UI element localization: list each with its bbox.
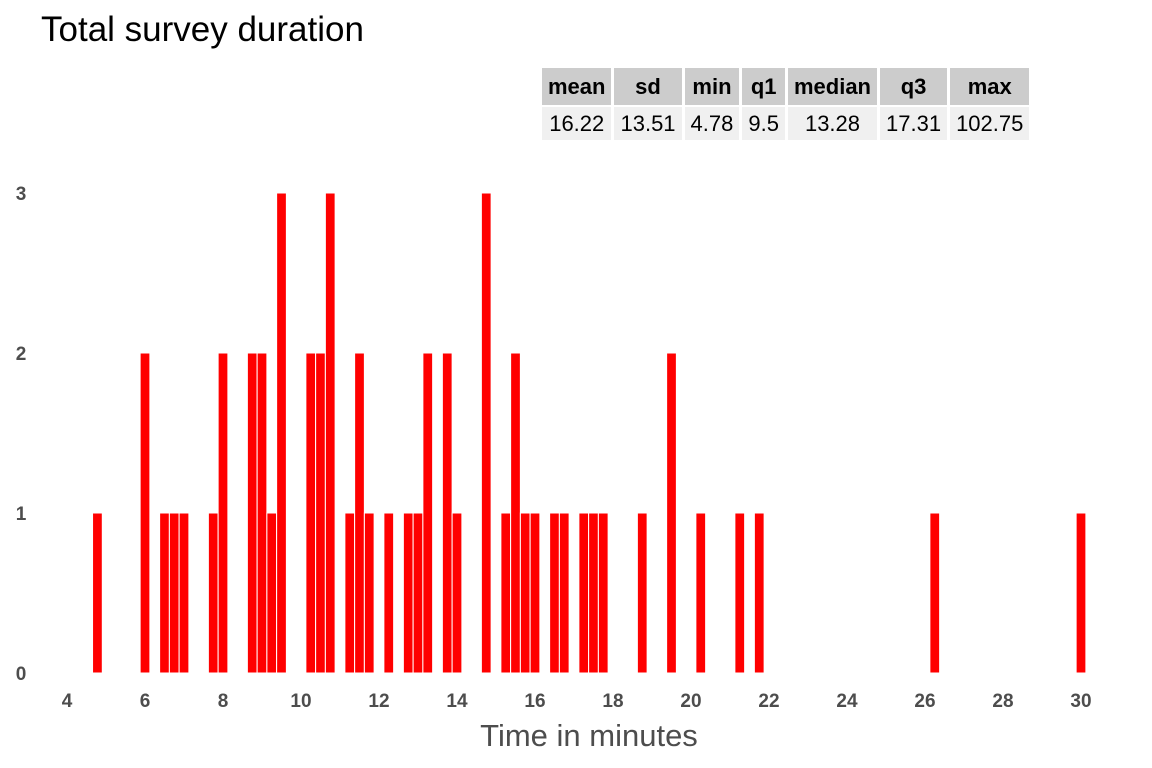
x-axis-title: Time in minutes <box>480 718 698 753</box>
bar-18 <box>402 512 414 674</box>
bar-33 <box>636 512 648 674</box>
bar-8 <box>256 352 268 674</box>
bar-7 <box>246 352 258 674</box>
stats-header-median: median <box>787 68 877 105</box>
bar-15 <box>354 352 365 674</box>
stats-value-max: 102.75 <box>950 105 1030 140</box>
x-tick-label: 24 <box>836 691 858 712</box>
bar-13 <box>324 192 336 674</box>
stats-value-row: 16.22 13.51 4.78 9.5 13.28 17.31 102.75 <box>542 105 1030 140</box>
bar-27 <box>529 512 541 674</box>
stats-header-q3: q3 <box>880 68 948 105</box>
bar-11 <box>305 352 317 674</box>
chart-title: Total survey duration <box>41 10 364 49</box>
bar-23 <box>480 192 492 674</box>
stats-header-q1: q1 <box>742 68 785 105</box>
bar-36 <box>734 512 746 674</box>
bars-group <box>92 192 1087 674</box>
bar-38 <box>929 512 941 674</box>
bar-28 <box>549 512 560 674</box>
x-tick-label: 6 <box>140 691 151 712</box>
x-tick-label: 16 <box>524 691 545 712</box>
bar-24 <box>500 512 512 674</box>
bar-34 <box>666 352 677 674</box>
bar-32 <box>597 512 609 674</box>
bar-9 <box>266 512 278 674</box>
bar-20 <box>422 352 434 674</box>
bar-6 <box>217 352 229 674</box>
bar-39 <box>1075 512 1087 674</box>
stats-value-min: 4.78 <box>684 105 740 140</box>
bar-31 <box>588 512 599 674</box>
x-tick-label: 10 <box>290 691 311 712</box>
x-tick-label: 28 <box>992 691 1013 712</box>
x-tick-label: 30 <box>1070 691 1091 712</box>
stats-header-mean: mean <box>542 68 612 105</box>
bar-3 <box>168 512 180 674</box>
bar-29 <box>558 512 570 674</box>
bar-14 <box>344 512 356 674</box>
bar-5 <box>207 512 219 674</box>
stats-value-q1: 9.5 <box>742 105 785 140</box>
bar-12 <box>315 352 326 674</box>
bar-30 <box>578 512 590 674</box>
y-tick-label: 1 <box>16 504 27 525</box>
x-tick-label: 20 <box>680 691 701 712</box>
x-axis-ticks: 4 6 8 10 12 14 16 18 20 22 24 26 28 30 <box>62 691 1092 712</box>
y-tick-label: 0 <box>16 664 27 685</box>
stats-value-median: 13.28 <box>787 105 877 140</box>
y-axis-ticks: 0 1 2 3 <box>16 184 27 685</box>
bar-22 <box>451 512 463 674</box>
x-tick-label: 18 <box>602 691 623 712</box>
y-tick-label: 2 <box>16 344 27 365</box>
bar-1 <box>139 352 151 674</box>
x-tick-label: 8 <box>218 691 229 712</box>
stats-value-q3: 17.31 <box>880 105 948 140</box>
bar-26 <box>519 512 531 674</box>
bar-4 <box>178 512 190 674</box>
stats-header-min: min <box>684 68 740 105</box>
bar-16 <box>363 512 375 674</box>
x-tick-label: 26 <box>914 691 935 712</box>
summary-stats-table: mean sd min q1 median q3 max 16.22 13.51 4.78 9.5… <box>539 68 1032 140</box>
stats-header-sd: sd <box>614 68 682 105</box>
bar-21 <box>441 352 453 674</box>
stats-value-mean: 16.22 <box>542 105 612 140</box>
stats-header-row: mean sd min q1 median q3 max <box>542 68 1030 105</box>
x-tick-label: 22 <box>758 691 779 712</box>
bar-17 <box>383 512 395 674</box>
bar-2 <box>159 512 170 674</box>
y-tick-label: 3 <box>16 184 27 205</box>
bar-0 <box>92 512 103 674</box>
bar-35 <box>695 512 707 674</box>
bar-19 <box>412 512 424 674</box>
bar-25 <box>510 352 521 674</box>
x-tick-label: 14 <box>446 691 468 712</box>
x-tick-label: 4 <box>62 691 73 712</box>
stats-value-sd: 13.51 <box>614 105 682 140</box>
bar-10 <box>276 192 287 674</box>
x-tick-label: 12 <box>368 691 389 712</box>
bar-37 <box>753 512 765 674</box>
stats-header-max: max <box>950 68 1030 105</box>
